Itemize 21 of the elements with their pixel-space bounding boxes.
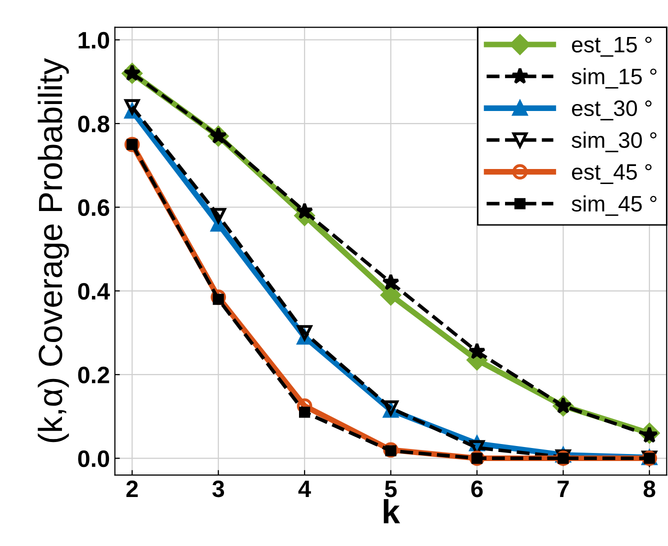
y-axis-title: (k,α) Coverage Probability [38,58,69,442]
legend-label: est_30 ° [572,100,652,120]
x-tick-label: 8 [644,480,656,498]
legend-label: est_45 ° [572,164,652,184]
y-tick-label: 0.0 [78,450,110,468]
x-tick-label: 4 [298,480,312,497]
y-tick-label: 0.4 [78,282,110,300]
legend-label: sim_45 ° [572,195,656,216]
y-tick-label: 0.8 [78,116,110,132]
legend-label: sim_15 ° [572,68,656,89]
y-tick-label: 0.2 [78,366,110,384]
x-tick-label: 7 [558,480,569,497]
x-tick-label: 3 [212,480,224,498]
x-tick-label: 2 [126,480,138,497]
x-tick-label: 6 [471,480,483,498]
legend-label: est_15 ° [572,36,652,57]
x-axis-title: k [384,499,400,524]
legend-label: sim_30 ° [572,132,656,152]
y-tick-label: 1.0 [78,32,110,49]
y-tick-label: 0.6 [78,199,110,216]
x-tick-label: 5 [384,480,397,498]
